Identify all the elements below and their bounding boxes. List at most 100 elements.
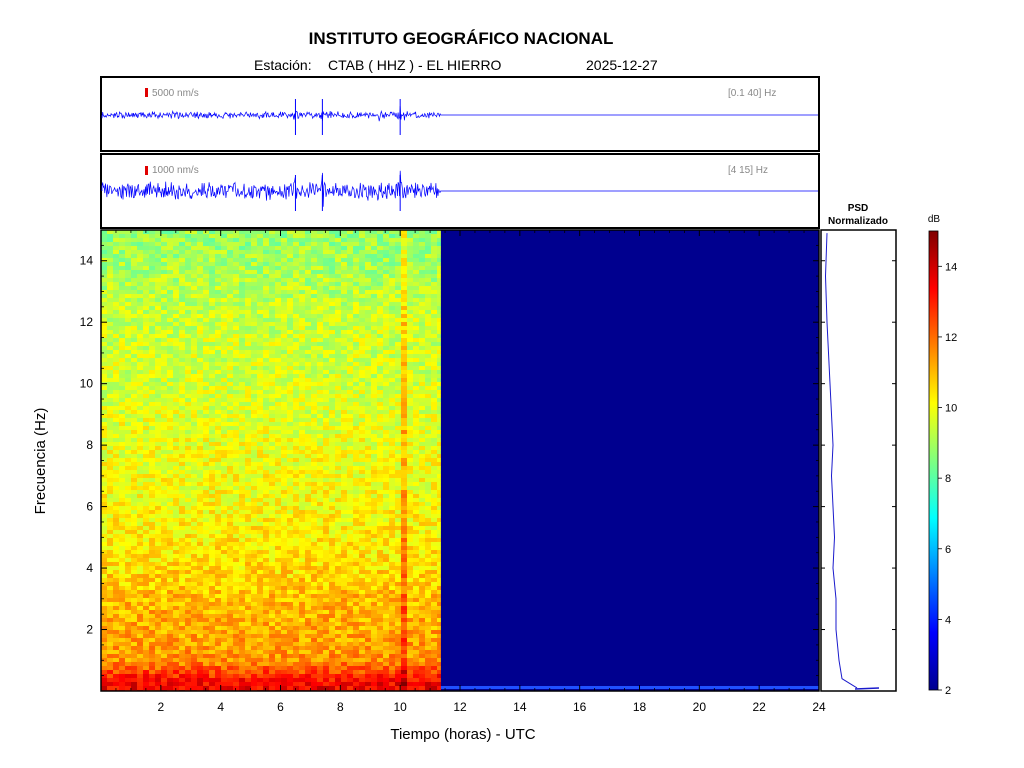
- spectrogram-cell: [143, 286, 150, 291]
- spectrogram-cell: [185, 642, 192, 647]
- spectrogram-cell: [233, 646, 240, 651]
- spectrogram-cell: [269, 318, 276, 323]
- spectrogram-cell: [323, 238, 330, 243]
- spectrogram-cell: [125, 554, 132, 559]
- spectrogram-cell: [125, 346, 132, 351]
- spectrogram-cell: [131, 566, 138, 571]
- spectrogram-cell: [131, 250, 138, 255]
- spectrogram-cell: [167, 234, 174, 239]
- spectrogram-cell: [221, 610, 228, 615]
- spectrogram-cell: [293, 678, 300, 683]
- spectrogram-cell: [239, 238, 246, 243]
- spectrogram-cell: [137, 550, 144, 555]
- spectrogram-cell: [101, 642, 108, 647]
- spectrogram-cell: [263, 518, 270, 523]
- spectrogram-cell: [113, 418, 120, 423]
- spectrogram-cell: [173, 526, 180, 531]
- spectrogram-cell: [251, 438, 258, 443]
- spectrogram-cell: [239, 502, 246, 507]
- spectrogram-cell: [317, 286, 324, 291]
- spectrogram-cell: [203, 378, 210, 383]
- spectrogram-cell: [203, 334, 210, 339]
- spectrogram-cell: [227, 586, 234, 591]
- spectrogram-cell: [335, 566, 342, 571]
- spectrogram-cell: [269, 354, 276, 359]
- spectrogram-cell: [215, 634, 222, 639]
- spectrogram-cell: [281, 266, 288, 271]
- spectrogram-cell: [161, 490, 168, 495]
- spectrogram-cell: [323, 246, 330, 251]
- spectrogram-cell: [179, 274, 186, 279]
- spectrogram-cell: [275, 382, 282, 387]
- spectrogram-cell: [323, 502, 330, 507]
- spectrogram-cell: [269, 234, 276, 239]
- spectrogram-cell: [329, 482, 336, 487]
- spectrogram-cell: [167, 294, 174, 299]
- spectrogram-cell: [305, 594, 312, 599]
- spectrogram-cell: [263, 366, 270, 371]
- spectrogram-cell: [263, 598, 270, 603]
- spectrogram-cell: [209, 426, 216, 431]
- spectrogram-cell: [287, 678, 294, 683]
- spectrogram-cell: [155, 610, 162, 615]
- spectrogram-cell: [113, 254, 120, 259]
- spectrogram-cell: [131, 318, 138, 323]
- spectrogram-cell: [341, 586, 348, 591]
- spectrogram-cell: [335, 542, 342, 547]
- spectrogram-cell: [281, 334, 288, 339]
- spectrogram-cell: [209, 382, 216, 387]
- spectrogram-cell: [245, 670, 252, 675]
- spectrogram-cell: [347, 614, 354, 619]
- spectrogram-cell: [287, 354, 294, 359]
- spectrogram-cell: [131, 394, 138, 399]
- spectrogram-cell: [227, 342, 234, 347]
- spectrogram-cell: [173, 642, 180, 647]
- spectrogram-cell: [197, 630, 204, 635]
- spectrogram-cell: [209, 594, 216, 599]
- spectrogram-cell: [221, 630, 228, 635]
- spectrogram-cell: [125, 566, 132, 571]
- spectrogram-cell: [161, 450, 168, 455]
- spectrogram-cell: [317, 314, 324, 319]
- spectrogram-cell: [311, 446, 318, 451]
- spectrogram-cell: [113, 594, 120, 599]
- spectrogram-cell: [317, 646, 324, 651]
- spectrogram-cell: [131, 678, 138, 683]
- spectrogram-cell: [161, 494, 168, 499]
- spectrogram-cell: [203, 278, 210, 283]
- spectrogram-cell: [179, 490, 186, 495]
- spectrogram-cell: [167, 266, 174, 271]
- spectrogram-cell: [257, 242, 264, 247]
- spectrogram-cell: [341, 642, 348, 647]
- spectrogram-cell: [125, 402, 132, 407]
- spectrogram-cell: [353, 278, 360, 283]
- spectrogram-cell: [203, 346, 210, 351]
- spectrogram-cell: [341, 466, 348, 471]
- spectrogram-cell: [299, 242, 306, 247]
- spectrogram-cell: [149, 318, 156, 323]
- spectrogram-cell: [173, 682, 180, 687]
- spectrogram-cell: [173, 278, 180, 283]
- spectrogram-cell: [215, 606, 222, 611]
- spectrogram-cell: [263, 470, 270, 475]
- spectrogram-cell: [239, 658, 246, 663]
- spectrogram-cell: [173, 430, 180, 435]
- spectrogram-cell: [191, 674, 198, 679]
- spectrogram-cell: [329, 346, 336, 351]
- spectrogram-cell: [101, 438, 108, 443]
- spectrogram-cell: [215, 558, 222, 563]
- spectrogram-cell: [221, 450, 228, 455]
- spectrogram-cell: [311, 578, 318, 583]
- spectrogram-cell: [233, 550, 240, 555]
- spectrogram-cell: [131, 322, 138, 327]
- spectrogram-cell: [329, 354, 336, 359]
- spectrogram-cell: [251, 598, 258, 603]
- spectrogram-cell: [155, 290, 162, 295]
- spectrogram-cell: [263, 434, 270, 439]
- spectrogram-cell: [149, 370, 156, 375]
- spectrogram-cell: [269, 582, 276, 587]
- spectrogram-cell: [167, 274, 174, 279]
- spectrogram-cell: [353, 450, 360, 455]
- spectrogram-cell: [233, 398, 240, 403]
